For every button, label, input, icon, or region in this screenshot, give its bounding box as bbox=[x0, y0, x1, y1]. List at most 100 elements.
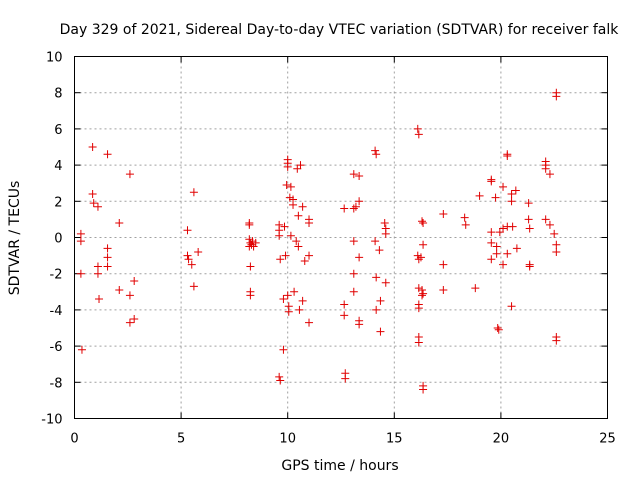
data-point bbox=[284, 307, 293, 316]
data-point bbox=[340, 311, 349, 320]
data-point bbox=[103, 262, 112, 271]
data-point bbox=[246, 291, 255, 300]
data-point bbox=[499, 260, 508, 269]
data-point bbox=[279, 345, 288, 354]
data-point bbox=[246, 262, 255, 271]
data-point bbox=[525, 262, 534, 271]
data-point bbox=[419, 240, 428, 249]
data-point bbox=[381, 278, 390, 287]
data-point bbox=[416, 253, 425, 262]
data-point bbox=[103, 253, 112, 262]
data-point bbox=[371, 146, 380, 155]
data-point bbox=[371, 237, 380, 246]
data-point bbox=[300, 257, 309, 266]
y-tick-label: -4 bbox=[50, 304, 63, 319]
data-point bbox=[413, 251, 422, 260]
x-tick-label: 0 bbox=[70, 432, 78, 447]
data-point bbox=[414, 338, 423, 347]
data-point bbox=[471, 284, 480, 293]
y-tick-label: -6 bbox=[50, 340, 63, 355]
x-tick-label: 15 bbox=[386, 432, 403, 447]
data-point bbox=[183, 251, 192, 260]
data-point bbox=[281, 251, 290, 260]
data-point bbox=[88, 190, 97, 199]
data-point bbox=[491, 193, 500, 202]
x-axis-label: GPS time / hours bbox=[281, 458, 398, 474]
data-point bbox=[76, 229, 85, 238]
data-point bbox=[372, 273, 381, 282]
data-point bbox=[295, 305, 304, 314]
data-point bbox=[77, 345, 86, 354]
data-point bbox=[285, 193, 294, 202]
data-point bbox=[507, 197, 516, 206]
data-point bbox=[184, 255, 193, 264]
data-point bbox=[372, 150, 381, 159]
data-point bbox=[380, 219, 389, 228]
data-point bbox=[503, 249, 512, 258]
data-point bbox=[103, 150, 112, 159]
data-point bbox=[552, 240, 561, 249]
data-point bbox=[247, 240, 256, 249]
data-point bbox=[298, 296, 307, 305]
data-point bbox=[275, 372, 284, 381]
data-point bbox=[245, 220, 254, 229]
x-tick-label: 5 bbox=[177, 432, 185, 447]
data-point bbox=[340, 300, 349, 309]
data-point bbox=[475, 191, 484, 200]
data-point bbox=[130, 314, 139, 323]
data-point bbox=[414, 130, 423, 139]
data-point bbox=[419, 219, 428, 228]
data-point bbox=[115, 285, 124, 294]
data-point bbox=[275, 231, 284, 240]
data-point bbox=[552, 336, 561, 345]
y-tick-label: 10 bbox=[46, 51, 63, 66]
data-point bbox=[414, 284, 423, 293]
data-point bbox=[95, 295, 104, 304]
data-point bbox=[125, 291, 134, 300]
data-point bbox=[194, 247, 203, 256]
data-point bbox=[511, 186, 520, 195]
data-point bbox=[375, 246, 384, 255]
data-point bbox=[414, 304, 423, 313]
data-point bbox=[524, 215, 533, 224]
plot-frame bbox=[74, 56, 608, 419]
data-point bbox=[541, 215, 550, 224]
data-point bbox=[189, 188, 198, 197]
data-point bbox=[355, 253, 364, 262]
data-point bbox=[413, 124, 422, 133]
data-point bbox=[494, 325, 503, 334]
x-tick-label: 10 bbox=[279, 432, 296, 447]
data-point bbox=[280, 222, 289, 231]
data-point bbox=[493, 324, 502, 332]
data-point bbox=[487, 238, 496, 247]
data-point bbox=[349, 204, 358, 213]
data-point bbox=[439, 209, 448, 218]
data-point bbox=[525, 224, 534, 233]
data-point bbox=[283, 291, 292, 300]
data-point bbox=[499, 182, 508, 191]
data-point bbox=[439, 285, 448, 294]
gridlines bbox=[74, 56, 608, 419]
data-point bbox=[283, 162, 292, 171]
data-point bbox=[545, 220, 554, 229]
data-point bbox=[341, 374, 350, 383]
data-point bbox=[507, 302, 516, 311]
y-tick-label: 2 bbox=[54, 195, 62, 210]
data-point bbox=[276, 376, 285, 385]
data-point bbox=[372, 305, 381, 314]
data-point bbox=[419, 289, 428, 298]
y-tick-label: 0 bbox=[54, 232, 62, 247]
data-point bbox=[381, 229, 390, 238]
data-point bbox=[355, 171, 364, 180]
data-point bbox=[305, 251, 314, 260]
data-point bbox=[461, 220, 470, 229]
data-point bbox=[349, 269, 358, 278]
data-point bbox=[251, 238, 260, 247]
data-point bbox=[89, 199, 98, 208]
x-tick-label: 20 bbox=[493, 432, 510, 447]
data-point bbox=[499, 224, 508, 233]
data-point bbox=[305, 219, 314, 228]
data-point bbox=[296, 161, 305, 170]
data-point bbox=[508, 222, 517, 231]
